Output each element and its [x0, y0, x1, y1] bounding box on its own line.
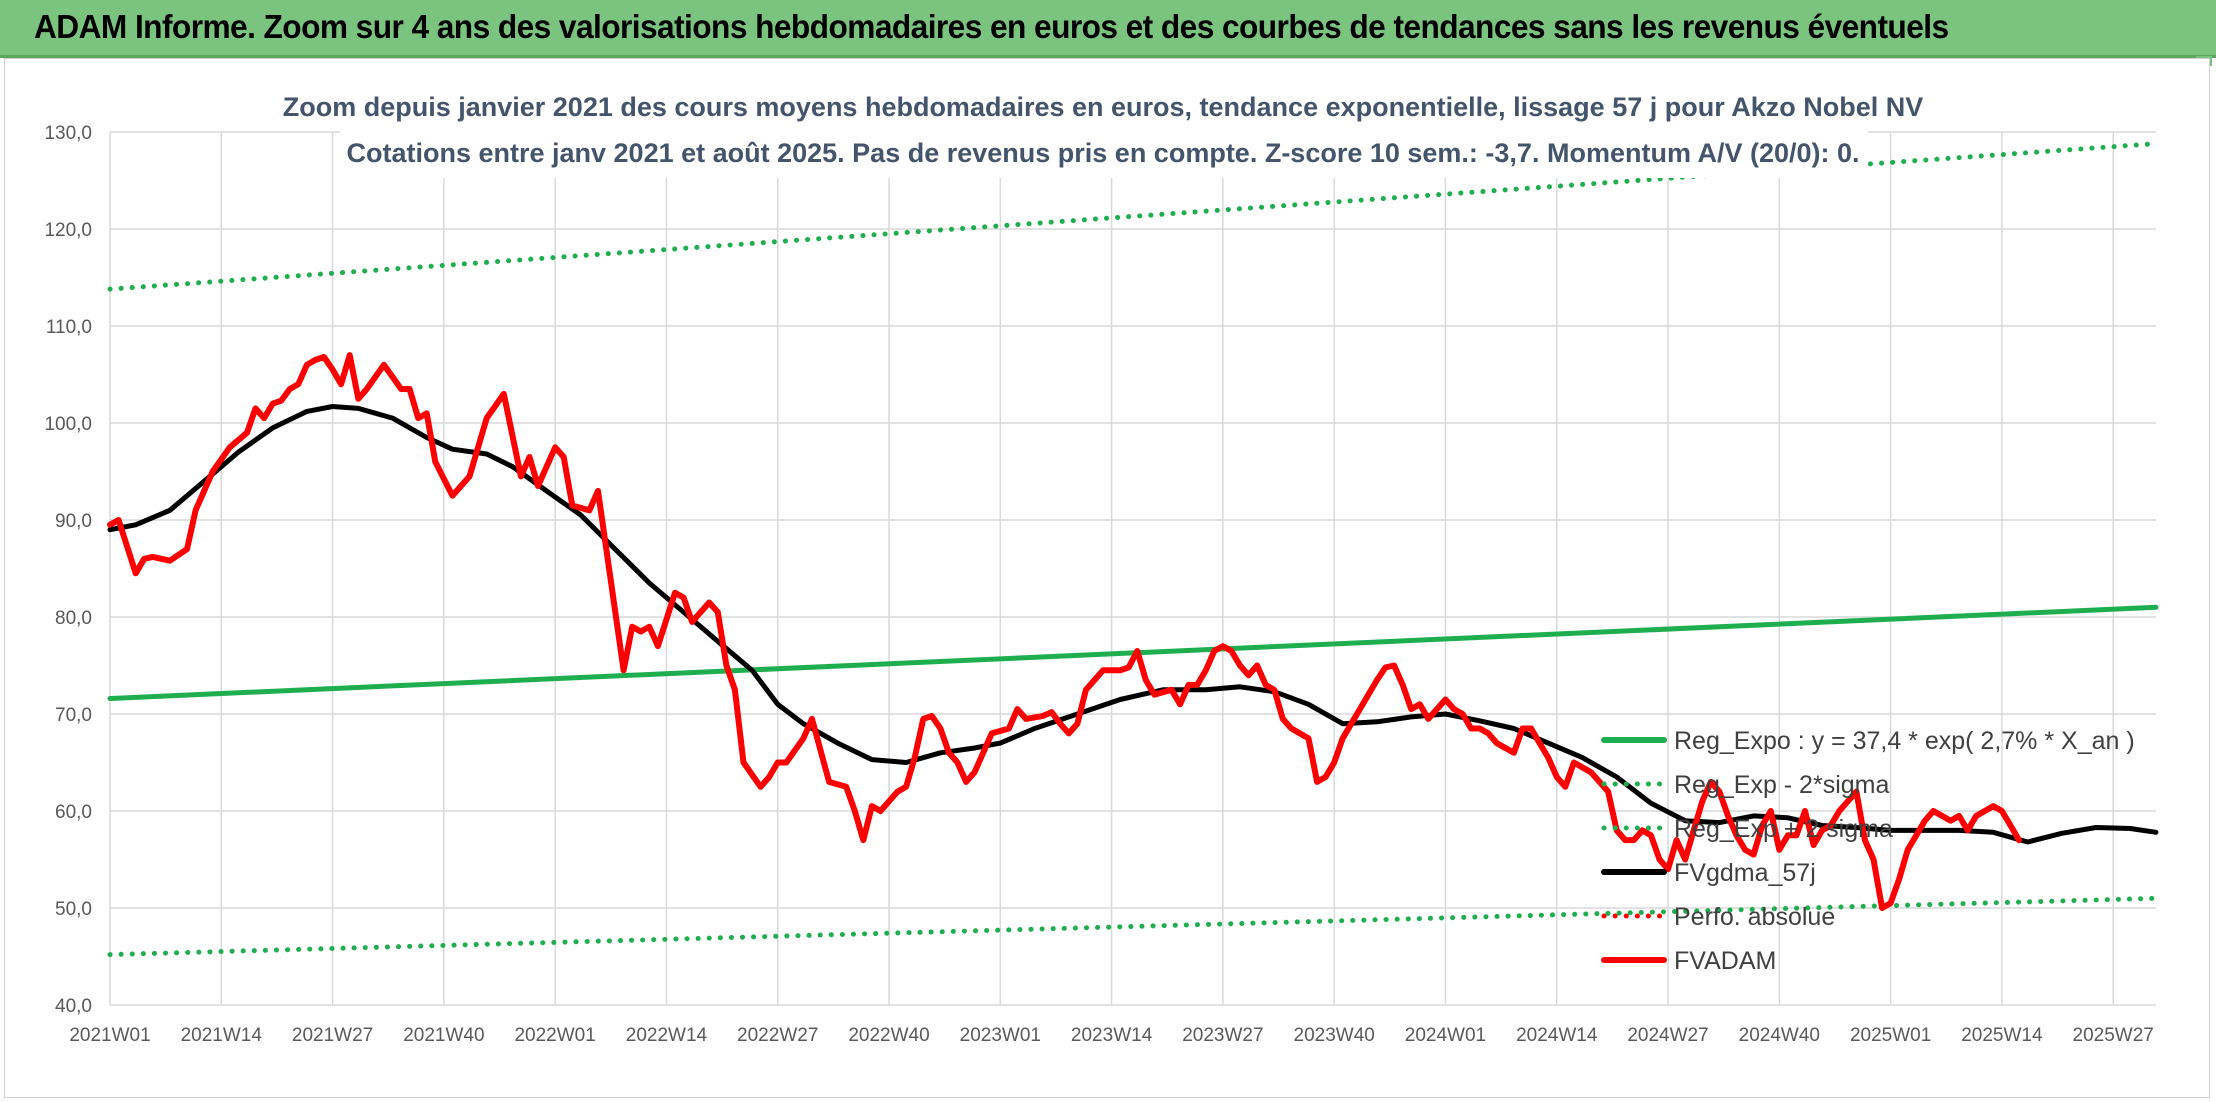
x-axis-ticks: 2021W01 2021W14 2021W27 2021W40 2022W01 2022W…	[69, 1025, 2154, 1046]
legend-entry: Reg_Exp + 2 sigma	[1674, 815, 1893, 843]
y-tick-label: 60,0	[55, 802, 92, 823]
x-tick-label: 2023W14	[1071, 1025, 1153, 1046]
y-axis-ticks: 40,0 50,0 60,0 70,0 80,0 90,0 100,0 110,0 120,0 1…	[44, 123, 92, 1017]
legend-entry: Perfo. absolue	[1674, 903, 1835, 931]
x-tick-label: 2022W14	[626, 1025, 708, 1046]
x-tick-label: 2023W01	[960, 1025, 1041, 1046]
series-line-1	[107, 895, 2159, 958]
x-tick-label: 2022W27	[737, 1025, 818, 1046]
y-tick-label: 120,0	[44, 220, 92, 241]
y-tick-label: 80,0	[55, 608, 92, 629]
page-title: ADAM Informe. Zoom sur 4 ans des valoris…	[34, 8, 1949, 45]
legend-entry: FVgdma_57j	[1674, 859, 1816, 887]
legend-entry: Reg_Expo : y = 37,4 * exp( 2,7% * X_an )	[1674, 727, 2135, 755]
y-tick-label: 40,0	[55, 996, 92, 1017]
x-tick-label: 2021W01	[69, 1025, 150, 1046]
x-tick-label: 2023W40	[1294, 1025, 1375, 1046]
legend: Reg_Expo : y = 37,4 * exp( 2,7% * X_an )…	[1601, 727, 2135, 975]
subtitle-background	[340, 82, 1868, 178]
legend-entry: Reg_Exp - 2*sigma	[1674, 771, 1889, 799]
chart-frame	[4, 58, 2210, 1098]
x-tick-label: 2021W40	[403, 1025, 484, 1046]
y-tick-label: 110,0	[46, 317, 92, 338]
x-tick-label: 2025W01	[1850, 1025, 1931, 1046]
chart-title: Zoom depuis janvier 2021 des cours moyen…	[283, 92, 1924, 122]
x-tick-label: 2024W27	[1627, 1025, 1708, 1046]
y-tick-label: 70,0	[55, 705, 92, 726]
series-lines	[107, 141, 2159, 958]
x-tick-label: 2021W14	[181, 1025, 263, 1046]
y-tick-label: 90,0	[55, 511, 92, 532]
x-tick-label: 2024W14	[1516, 1025, 1598, 1046]
grid-lines	[109, 131, 2156, 1006]
y-tick-label: 100,0	[44, 414, 92, 435]
x-tick-label: 2025W14	[1961, 1025, 2043, 1046]
x-tick-label: 2024W01	[1405, 1025, 1486, 1046]
series-line-5	[107, 352, 2022, 911]
x-tick-label: 2022W01	[514, 1025, 595, 1046]
x-tick-label: 2023W27	[1182, 1025, 1263, 1046]
header-bar: ADAM Informe. Zoom sur 4 ans des valoris…	[0, 0, 2216, 58]
x-tick-label: 2025W27	[2073, 1025, 2154, 1046]
y-tick-label: 130,0	[44, 123, 92, 144]
chart-subtitle: Cotations entre janv 2021 et août 2025. …	[346, 138, 1859, 168]
x-tick-label: 2021W27	[292, 1025, 373, 1046]
legend-entry: FVADAM	[1674, 947, 1776, 975]
y-tick-label: 50,0	[55, 899, 92, 920]
x-tick-label: 2024W40	[1739, 1025, 1820, 1046]
x-tick-label: 2022W40	[848, 1025, 929, 1046]
